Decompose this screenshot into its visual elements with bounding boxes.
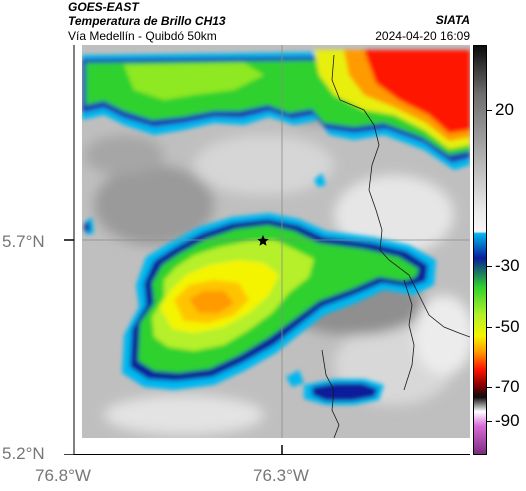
colorbar-tick-mark (487, 421, 492, 422)
map-subtitle: Vía Medellín - Quibdó 50km (68, 29, 217, 43)
lon-tick-label: 76.8°W (35, 466, 91, 485)
datetime-label: 2024-04-20 16:09 (375, 29, 470, 43)
cloud-field (82, 45, 470, 438)
boundary-line (331, 54, 470, 338)
lat-tick-label: 5.2°N (2, 444, 45, 463)
colorbar-tick-label: -70 (495, 377, 520, 396)
satellite-name: GOES-EAST (68, 0, 139, 14)
organization-label: SIATA (435, 13, 470, 27)
star-icon (257, 235, 269, 246)
colorbar-tick-mark (487, 110, 492, 111)
colorbar-tick-label: 20 (495, 100, 514, 119)
convective-cluster (84, 173, 436, 405)
colorbar-tick-label: -30 (495, 256, 520, 275)
boundary-line (321, 349, 340, 438)
boundary-line (403, 279, 415, 391)
colorbar-tick-mark (487, 266, 492, 267)
lon-tick-label: 76.3°W (253, 466, 309, 485)
colorbar-tick-mark (487, 327, 492, 328)
lat-tick-label: 5.7°N (2, 232, 45, 251)
colorbar-tick-label: -90 (495, 411, 520, 430)
brightness-temperature-map (64, 45, 470, 455)
map-title: Temperatura de Brillo CH13 (68, 14, 226, 28)
colorbar (473, 45, 487, 455)
colorbar-tick-label: -50 (495, 317, 520, 336)
colorbar-tick-mark (487, 387, 492, 388)
